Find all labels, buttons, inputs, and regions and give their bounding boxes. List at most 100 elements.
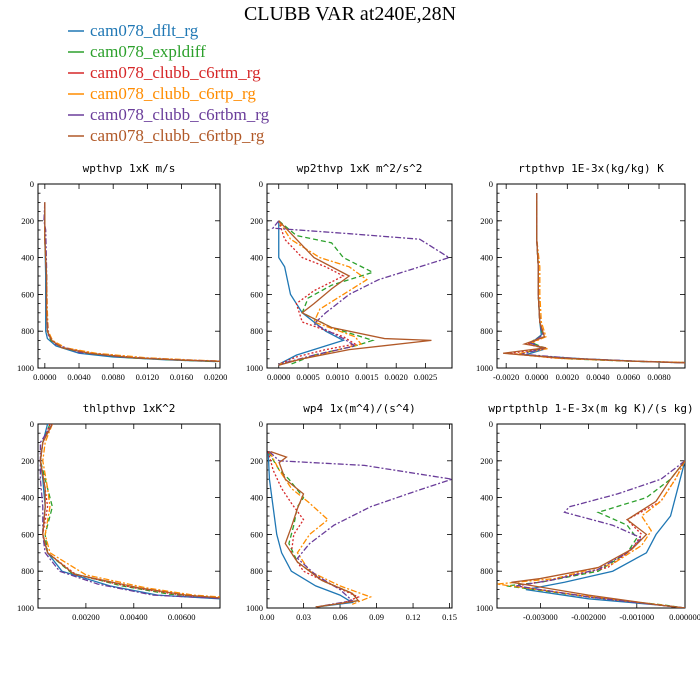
y-tick-label: 0	[30, 179, 34, 189]
panel-title: wpthvp 1xK m/s	[83, 162, 176, 175]
series-line	[44, 202, 216, 363]
legend-label: cam078_dflt_rg	[90, 21, 199, 40]
series-line	[278, 220, 368, 365]
series-line	[525, 460, 685, 608]
x-tick-label: 0.0020	[556, 372, 579, 382]
y-tick-label: 200	[250, 216, 263, 226]
x-tick-label: 0.06	[333, 612, 348, 622]
y-tick-label: 800	[21, 326, 34, 336]
x-tick-label: 0.0120	[136, 372, 159, 382]
y-tick-label: 0	[489, 179, 493, 189]
y-tick-label: 400	[250, 493, 263, 503]
series-line	[270, 450, 360, 608]
x-tick-label: -0.002000	[571, 612, 606, 622]
plot-frame	[37, 423, 221, 609]
series-line	[278, 220, 375, 365]
y-tick-label: 1000	[246, 603, 263, 613]
chart-panel: thlpthvp 1xK^2 0 200 400 600 800 1000 0.00200 0.…	[17, 402, 221, 622]
panel-title: thlpthvp 1xK^2	[83, 402, 176, 415]
chart-panel: wp2thvp 1xK m^2/s^2 0 200 400 600 800 1000 0.00…	[246, 162, 453, 382]
legend-label: cam078_clubb_c6rtp_rg	[90, 84, 256, 103]
series-line	[268, 451, 452, 608]
y-tick-label: 0	[489, 419, 493, 429]
chart-panel: wprtpthlp 1-E-3x(m kg K)/(s kg) 0 200 400 60…	[476, 402, 700, 622]
series-line	[521, 193, 685, 364]
x-tick-label: 0.0000	[267, 372, 290, 382]
legend: cam078_dflt_rg cam078_expldiff cam078_club…	[68, 21, 270, 145]
x-tick-label: 0.0160	[170, 372, 193, 382]
series-line	[511, 460, 685, 608]
x-tick-label: 0.00200	[72, 612, 100, 622]
x-tick-label: 0.0025	[414, 372, 437, 382]
x-tick-label: 0.00400	[120, 612, 148, 622]
series-line	[516, 460, 685, 608]
x-tick-label: 0.03	[296, 612, 311, 622]
legend-label: cam078_expldiff	[90, 42, 206, 61]
x-tick-label: 0.0040	[67, 372, 90, 382]
y-tick-label: 200	[250, 456, 263, 466]
x-tick-label: 0.0060	[617, 372, 640, 382]
series-line	[39, 424, 220, 599]
legend-label: cam078_clubb_c6rtbm_rg	[90, 105, 270, 124]
y-tick-label: 600	[480, 529, 493, 539]
panel-title: wprtpthlp 1-E-3x(m kg K)/(s kg)	[488, 402, 693, 415]
panel-title: rtpthvp 1E-3x(kg/kg) K	[518, 162, 664, 175]
y-tick-label: 800	[21, 566, 34, 576]
series-line	[43, 202, 220, 362]
x-tick-label: 0.0200	[204, 372, 227, 382]
series-line	[267, 451, 360, 605]
x-tick-label: 0.00600	[168, 612, 196, 622]
y-tick-label: 400	[480, 493, 493, 503]
y-tick-label: 600	[480, 289, 493, 299]
y-tick-label: 1000	[246, 363, 263, 373]
series-line	[39, 424, 220, 599]
y-tick-label: 400	[480, 253, 493, 263]
x-tick-label: 0.0080	[102, 372, 125, 382]
chart-panel: rtpthvp 1E-3x(kg/kg) K 0 200 400 600 800 1000-…	[476, 162, 686, 382]
figure-title: CLUBB VAR at240E,28N	[244, 3, 456, 25]
y-tick-label: 400	[21, 253, 34, 263]
y-tick-label: 0	[259, 419, 263, 429]
series-line	[267, 451, 355, 608]
y-tick-label: 800	[250, 566, 263, 576]
x-tick-label: 0.15	[442, 612, 457, 622]
series-line	[524, 193, 685, 364]
x-tick-label: 0.000000	[669, 612, 700, 622]
x-tick-label: 0.0040	[586, 372, 609, 382]
x-tick-label: 0.12	[406, 612, 421, 622]
panel-title: wp4 1x(m^4)/(s^4)	[303, 402, 416, 415]
series-line	[39, 424, 220, 599]
x-tick-label: 0.0000	[33, 372, 56, 382]
legend-label: cam078_clubb_c6rtm_rg	[90, 63, 261, 82]
y-tick-label: 1000	[476, 603, 493, 613]
x-tick-label: 0.0005	[296, 372, 319, 382]
x-tick-label: -0.0020	[493, 372, 519, 382]
x-tick-label: 0.0010	[326, 372, 349, 382]
series-line	[271, 220, 451, 365]
y-tick-label: 800	[480, 566, 493, 576]
series-line	[509, 193, 685, 364]
y-tick-label: 200	[21, 216, 34, 226]
series-line	[44, 202, 220, 362]
y-tick-label: 1000	[476, 363, 493, 373]
y-tick-label: 200	[21, 456, 34, 466]
y-tick-label: 400	[250, 253, 263, 263]
y-tick-label: 200	[480, 456, 493, 466]
y-tick-label: 800	[480, 326, 493, 336]
series-line	[44, 202, 220, 362]
series-line	[278, 220, 346, 365]
y-tick-label: 1000	[17, 603, 34, 613]
series-line	[278, 220, 357, 365]
y-tick-label: 200	[480, 216, 493, 226]
series-line	[516, 460, 685, 608]
series-line	[503, 193, 685, 364]
x-tick-label: 0.0000	[525, 372, 548, 382]
plot-frame	[496, 183, 686, 369]
plot-frame	[37, 183, 221, 369]
y-tick-label: 1000	[17, 363, 34, 373]
x-tick-label: -0.001000	[619, 612, 654, 622]
x-tick-label: 0.0015	[355, 372, 378, 382]
